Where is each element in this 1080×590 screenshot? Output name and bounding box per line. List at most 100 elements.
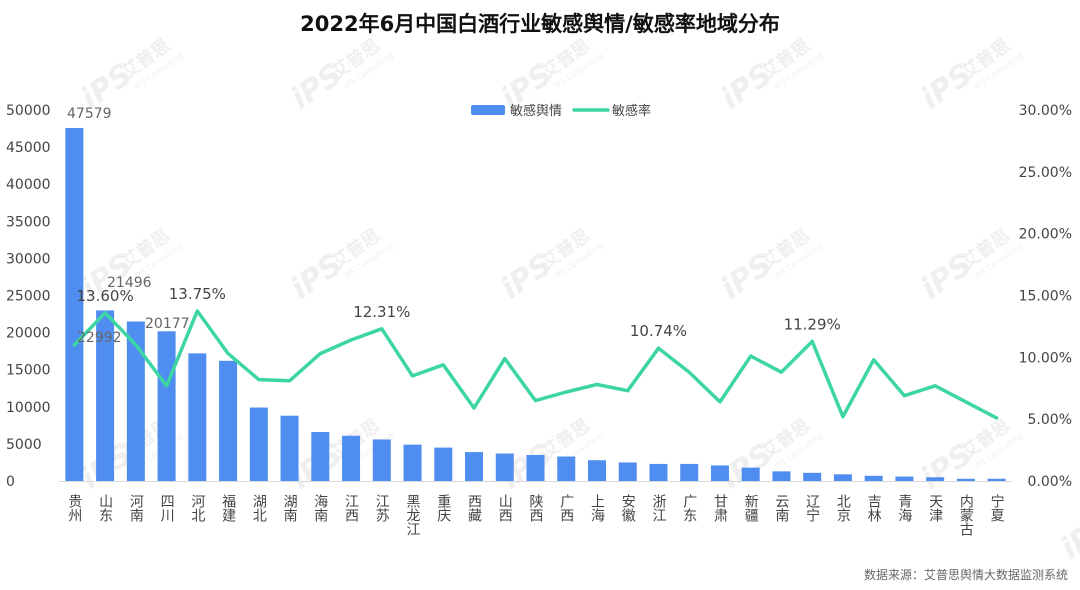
bar — [65, 127, 84, 482]
rate-point — [226, 352, 230, 356]
x-tick-label: 重庆 — [435, 494, 451, 522]
left-axis-tick-label: 5000 — [6, 437, 42, 453]
bar — [833, 474, 852, 481]
rate-point — [503, 357, 507, 361]
x-tick-label: 天津 — [927, 494, 943, 522]
bar-data-label: 22992 — [77, 330, 122, 346]
left-axis-tick-label: 30000 — [6, 251, 51, 267]
rate-point — [595, 383, 599, 387]
bar-data-label: 47579 — [67, 106, 112, 122]
rate-point — [995, 416, 999, 420]
x-tick-label: 四川 — [159, 494, 175, 522]
rate-point — [318, 352, 322, 356]
rate-point — [687, 370, 691, 374]
x-tick-label: 江西 — [343, 494, 359, 522]
left-axis-tick-label: 10000 — [6, 400, 51, 416]
source-note: 数据来源：艾普思舆情大数据监测系统 — [863, 568, 1068, 582]
rate-point — [349, 338, 353, 342]
rate-data-label: 13.60% — [77, 287, 134, 305]
legend-label-bars: 敏感舆情 — [510, 103, 562, 119]
bar — [372, 439, 391, 481]
right-axis-tick-label: 10.00% — [1019, 350, 1072, 366]
x-tick-label: 浙江 — [650, 494, 666, 522]
x-tick-label: 吉林 — [866, 494, 882, 522]
x-tick-label: 山东 — [97, 494, 113, 522]
x-tick-label: 贵州 — [66, 494, 82, 522]
rate-point — [810, 339, 814, 343]
bar — [219, 360, 238, 481]
x-tick-label: 湖南 — [282, 494, 298, 522]
rate-point — [779, 370, 783, 374]
rate-point — [841, 415, 845, 419]
bar — [96, 310, 115, 481]
x-tick-label: 陕西 — [528, 494, 544, 522]
rate-point — [872, 358, 876, 362]
bar — [280, 415, 299, 481]
x-tick-label: 安徽 — [620, 494, 636, 522]
x-tick-label: 云南 — [773, 494, 789, 522]
legend-swatch-bars — [471, 105, 505, 115]
rate-point — [933, 384, 937, 388]
x-tick-label: 广东 — [681, 494, 697, 522]
right-axis-tick-label: 0.00% — [1028, 474, 1072, 490]
rate-data-label: 12.31% — [353, 303, 410, 321]
rate-point — [441, 363, 445, 367]
rate-data-label: 11.29% — [784, 315, 841, 333]
bar — [587, 460, 606, 481]
chart-title: 2022年6月中国白酒行业敏感舆情/敏感率地域分布 — [300, 12, 780, 36]
x-tick-label: 新疆 — [743, 494, 759, 522]
bar — [741, 467, 760, 481]
right-axis-tick-label: 30.00% — [1019, 103, 1072, 119]
bar-data-label: 20177 — [145, 316, 190, 332]
bar — [188, 353, 207, 481]
rate-point — [749, 354, 753, 358]
bar — [926, 477, 945, 481]
x-tick-label: 湖北 — [251, 494, 267, 523]
rate-point — [626, 389, 630, 393]
left-axis-tick-label: 40000 — [6, 177, 51, 193]
x-tick-label: 内蒙古 — [958, 494, 974, 536]
bar — [895, 476, 914, 481]
x-tick-label: 河南 — [128, 494, 144, 522]
rate-point — [103, 311, 107, 315]
bar — [434, 447, 453, 481]
left-axis-tick-label: 25000 — [6, 289, 51, 305]
right-axis-tick-label: 15.00% — [1019, 289, 1072, 305]
rate-point — [564, 390, 568, 394]
rate-point — [718, 400, 722, 404]
bar — [772, 471, 791, 481]
left-axis-tick-label: 45000 — [6, 140, 51, 156]
bar-series — [65, 127, 1006, 482]
rate-point — [380, 327, 384, 331]
data-labels: 47579 22992 21496 20177 13.60% 13.75% 12.31% 10… — [67, 106, 841, 346]
x-tick-label: 广西 — [558, 494, 574, 522]
watermark-logo: iPS — [1055, 507, 1080, 567]
left-axis: 0 5000 10000 15000 20000 25000 30000 35000 40000… — [6, 103, 1012, 490]
rate-point — [72, 343, 76, 347]
x-tick-label: 海南 — [312, 494, 328, 522]
bar — [126, 321, 145, 481]
rate-point — [134, 343, 138, 347]
x-axis-labels: 贵州 山东 河南 四川 河北 福建 湖北 湖南 海南 江西 江苏 黑龙江 重庆 西藏 山西 陕西 广西 上海 安徽浙… — [66, 493, 1004, 536]
bar — [465, 452, 484, 481]
rate-point — [165, 384, 169, 388]
bar — [710, 465, 729, 481]
left-axis-tick-label: 50000 — [6, 103, 51, 119]
right-axis: 0.00% 5.00% 10.00% 15.00% 20.00% 25.00% 30.00% — [1019, 103, 1072, 490]
x-tick-label: 宁夏 — [989, 493, 1005, 522]
rate-point — [411, 374, 415, 378]
rate-point — [656, 346, 660, 350]
rate-point — [195, 309, 199, 313]
rate-data-label: 13.75% — [169, 285, 226, 303]
x-tick-label: 西藏 — [466, 494, 482, 522]
x-tick-label: 河北 — [189, 494, 205, 523]
